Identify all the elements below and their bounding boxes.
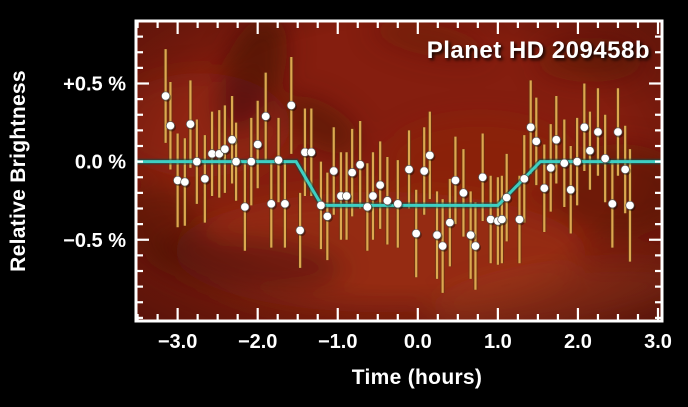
data-point xyxy=(566,185,576,195)
data-point xyxy=(240,202,250,212)
data-point xyxy=(466,230,476,240)
data-point xyxy=(266,199,276,209)
data-point xyxy=(432,230,442,240)
data-point xyxy=(322,211,332,221)
y-tick-label: −0.5 % xyxy=(63,230,126,252)
data-point xyxy=(161,91,171,101)
x-axis-title: Time (hours) xyxy=(352,366,482,389)
data-point xyxy=(404,164,414,174)
x-tick-label: 1.0 xyxy=(484,331,512,353)
data-point xyxy=(253,139,263,149)
data-point xyxy=(531,136,541,146)
data-point xyxy=(470,241,481,251)
data-point xyxy=(261,111,271,121)
x-tick-label: −2.0 xyxy=(238,331,277,353)
data-point xyxy=(579,122,589,132)
data-point xyxy=(227,135,237,145)
x-tick-label: 2.0 xyxy=(564,331,592,353)
data-point xyxy=(620,164,630,174)
data-point xyxy=(519,174,529,184)
data-point xyxy=(220,144,230,154)
data-layer xyxy=(136,49,662,293)
data-point xyxy=(192,157,202,167)
data-point xyxy=(458,188,468,198)
data-point xyxy=(585,146,595,156)
data-point xyxy=(329,166,339,176)
data-point xyxy=(286,100,296,110)
data-point xyxy=(419,166,429,176)
data-point xyxy=(200,174,210,184)
data-point xyxy=(425,150,435,160)
data-point xyxy=(280,199,290,209)
data-point xyxy=(572,157,582,167)
data-point xyxy=(362,202,372,212)
data-point xyxy=(551,135,561,145)
data-point xyxy=(180,177,190,187)
data-point xyxy=(411,228,421,239)
data-point xyxy=(438,241,448,251)
x-tick-label: 3.0 xyxy=(644,331,672,353)
data-point xyxy=(165,121,175,131)
data-point xyxy=(478,172,488,182)
data-point xyxy=(231,157,241,167)
data-point xyxy=(625,200,635,210)
chart-title: Planet HD 209458b xyxy=(427,37,650,64)
data-point xyxy=(295,225,305,235)
data-point xyxy=(382,196,392,206)
y-axis-title: Relative Brightness xyxy=(7,70,30,272)
data-point xyxy=(526,122,536,132)
data-point xyxy=(593,127,603,137)
x-tick-label: −1.0 xyxy=(318,331,357,353)
data-point xyxy=(514,214,525,224)
data-point xyxy=(347,168,357,178)
data-point xyxy=(546,163,556,173)
data-point xyxy=(273,155,284,165)
y-tick-label: 0.0 % xyxy=(75,152,126,174)
data-point xyxy=(559,158,569,168)
data-point xyxy=(450,175,460,185)
data-point xyxy=(316,200,326,210)
data-point xyxy=(607,199,617,209)
data-point xyxy=(539,183,549,193)
data-point xyxy=(502,193,512,203)
y-tick-label: +0.5 % xyxy=(63,74,126,96)
data-point xyxy=(306,147,316,157)
axes-layer: −3.0 −2.0 −1.0 0.0 1.0 2.0 3.0 +0.5 % 0.0 % −0.5 … xyxy=(63,19,672,353)
x-tick-label: 0.0 xyxy=(404,331,432,353)
data-point xyxy=(393,199,403,209)
data-point xyxy=(375,180,385,190)
data-point xyxy=(613,127,623,137)
data-point xyxy=(185,119,195,129)
data-point xyxy=(368,191,378,201)
x-tick-label: −3.0 xyxy=(158,331,197,353)
data-point xyxy=(355,160,365,170)
data-point xyxy=(600,153,610,164)
data-point xyxy=(445,218,455,228)
data-point xyxy=(342,191,352,201)
data-point xyxy=(246,157,256,167)
data-point xyxy=(497,214,507,224)
plot-border xyxy=(134,19,664,323)
